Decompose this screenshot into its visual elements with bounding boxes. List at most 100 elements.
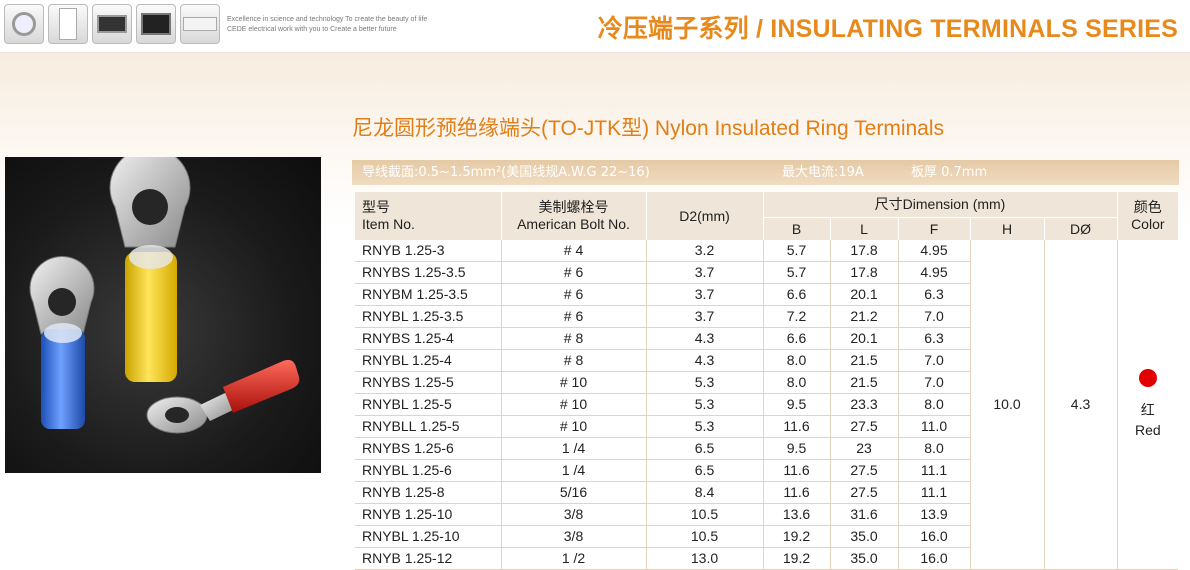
table-row: RNYBM 1.25-3.5 # 6 3.7 6.6 20.1 6.3 [355, 283, 1178, 306]
header-color-en: Color [1131, 216, 1165, 232]
table-row: RNYB 1.25-8 5/16 8.4 11.6 27.5 11.1 [355, 481, 1178, 504]
header-bolt-en: American Bolt No. [517, 216, 630, 232]
cell-bolt: 1 /4 [500, 459, 646, 482]
spec-wire-range: 导线截面:0.5~1.5mm²(美国线规A.W.G 22~16) [362, 165, 650, 180]
cell-bolt: # 4 [500, 240, 646, 262]
cell-l: 27.5 [829, 481, 898, 504]
spec-max-current: 最大电流:19A [782, 165, 864, 180]
cell-color: 红 Red [1116, 240, 1179, 570]
air-conditioner-icon [180, 4, 220, 44]
header-d: DØ [1043, 217, 1118, 240]
color-name-en: Red [1134, 422, 1161, 438]
header-item: 型号 Item No. [355, 192, 501, 240]
table-row: RNYBS 1.25-6 1 /4 6.5 9.5 23 8.0 [355, 437, 1178, 460]
cell-d2: 4.3 [645, 349, 763, 372]
cell-bolt: # 6 [500, 261, 646, 284]
cell-bolt: 3/8 [500, 525, 646, 548]
cell-f: 16.0 [897, 525, 970, 548]
cell-item: RNYBL 1.25-4 [355, 349, 501, 372]
cell-b: 11.6 [762, 415, 830, 438]
header-color: 颜色 Color [1116, 192, 1179, 240]
cell-l: 20.1 [829, 327, 898, 350]
cell-bolt: 3/8 [500, 503, 646, 526]
cell-f: 13.9 [897, 503, 970, 526]
cell-item: RNYBS 1.25-4 [355, 327, 501, 350]
cell-d2: 5.3 [645, 393, 763, 416]
cell-bolt: # 8 [500, 327, 646, 350]
header-item-cn: 型号 [362, 199, 390, 215]
cell-d2: 10.5 [645, 503, 763, 526]
cell-h: 10.0 [969, 240, 1044, 570]
table-row: RNYBL 1.25-5 # 10 5.3 9.5 23.3 8.0 [355, 393, 1178, 416]
cell-l: 17.8 [829, 240, 898, 262]
cell-item: RNYBS 1.25-5 [355, 371, 501, 394]
cell-b: 8.0 [762, 349, 830, 372]
table-row: RNYBL 1.25-6 1 /4 6.5 11.6 27.5 11.1 [355, 459, 1178, 482]
spec-thickness: 板厚 0.7mm [911, 165, 988, 180]
cell-item: RNYBL 1.25-3.5 [355, 305, 501, 328]
cell-b: 7.2 [762, 305, 830, 328]
terminal-spec-table: 型号 Item No. 美制螺栓号 American Bolt No. D2(m… [355, 192, 1179, 570]
cell-f: 8.0 [897, 437, 970, 460]
header-d2: D2(mm) [645, 192, 763, 240]
cell-b: 9.5 [762, 437, 830, 460]
cell-bolt: # 6 [500, 305, 646, 328]
table-row: RNYBS 1.25-4 # 8 4.3 6.6 20.1 6.3 [355, 327, 1178, 350]
cell-item: RNYB 1.25-12 [355, 547, 501, 570]
cell-l: 21.5 [829, 371, 898, 394]
cell-f: 7.0 [897, 349, 970, 372]
slogan-line-1: Excellence in science and technology To … [227, 16, 428, 23]
cell-bolt: # 6 [500, 283, 646, 306]
cell-item: RNYB 1.25-10 [355, 503, 501, 526]
cell-d2: 10.5 [645, 525, 763, 548]
red-color-swatch [1138, 369, 1157, 387]
header-l: L [829, 217, 898, 240]
table-row: RNYBL 1.25-3.5 # 6 3.7 7.2 21.2 7.0 [355, 305, 1178, 328]
cell-item: RNYBL 1.25-6 [355, 459, 501, 482]
cell-f: 4.95 [897, 240, 970, 262]
cell-f: 4.95 [897, 261, 970, 284]
cell-l: 35.0 [829, 547, 898, 570]
table-row: RNYB 1.25-3 # 4 3.2 5.7 17.8 4.95 10.0 4.3 红 Red [355, 240, 1179, 570]
cell-d2: 3.2 [645, 240, 763, 262]
table-row: RNYBLL 1.25-5 # 10 5.3 11.6 27.5 11.0 [355, 415, 1178, 438]
cell-d2: 6.5 [645, 459, 763, 482]
television-icon [136, 4, 176, 44]
header-dimension: 尺寸Dimension (mm) [762, 192, 1118, 218]
cell-d2: 3.7 [645, 261, 763, 284]
cell-b: 9.5 [762, 393, 830, 416]
red-terminal [146, 359, 300, 434]
cell-d2: 3.7 [645, 283, 763, 306]
appliance-icons [4, 4, 220, 44]
color-name-cn: 红 [1140, 402, 1155, 418]
header-f: F [897, 217, 970, 240]
cell-d2: 3.7 [645, 305, 763, 328]
cell-d2: 6.5 [645, 437, 763, 460]
cell-l: 21.2 [829, 305, 898, 328]
cell-b: 5.7 [762, 261, 830, 284]
cell-b: 8.0 [762, 371, 830, 394]
cell-b: 6.6 [762, 283, 830, 306]
product-title: 尼龙圆形预绝缘端头(TO-JTK型) Nylon Insulated Ring … [352, 117, 945, 140]
header-b: B [762, 217, 830, 240]
product-photo [5, 157, 321, 473]
header-h: H [969, 217, 1044, 240]
cell-d: 4.3 [1043, 240, 1118, 570]
cell-l: 21.5 [829, 349, 898, 372]
cell-l: 23 [829, 437, 898, 460]
cell-b: 19.2 [762, 547, 830, 570]
cell-l: 23.3 [829, 393, 898, 416]
cell-d2: 5.3 [645, 371, 763, 394]
table-row: RNYBS 1.25-5 # 10 5.3 8.0 21.5 7.0 [355, 371, 1178, 394]
cell-d2: 5.3 [645, 415, 763, 438]
cell-item: RNYBS 1.25-6 [355, 437, 501, 460]
cell-f: 11.0 [897, 415, 970, 438]
cell-f: 16.0 [897, 547, 970, 570]
slogan-line-2: CEDE electrical work with you to Create … [227, 26, 397, 33]
cell-f: 7.0 [897, 371, 970, 394]
cell-bolt: 1 /2 [500, 547, 646, 570]
cell-d2: 8.4 [645, 481, 763, 504]
cell-b: 13.6 [762, 503, 830, 526]
table-row: RNYBS 1.25-3.5 # 6 3.7 5.7 17.8 4.95 [355, 261, 1178, 284]
cell-item: RNYBLL 1.25-5 [355, 415, 501, 438]
